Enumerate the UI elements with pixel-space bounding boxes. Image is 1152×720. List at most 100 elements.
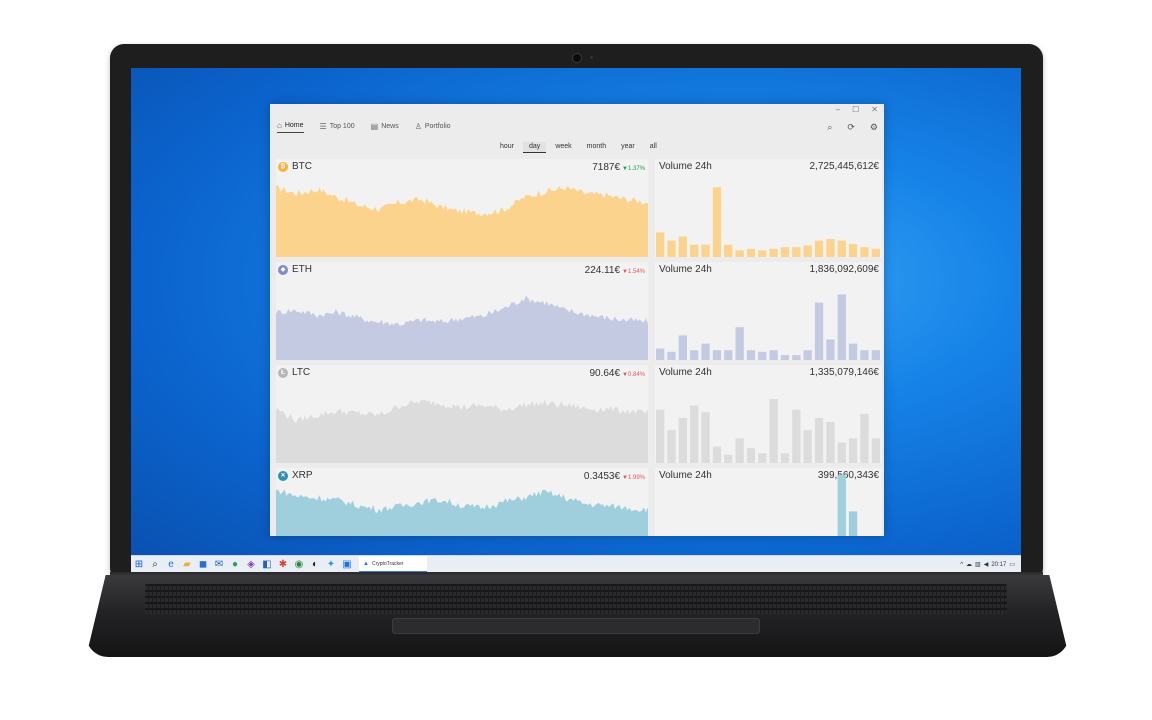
clock[interactable]: 20:17 bbox=[991, 561, 1007, 568]
xbox-icon[interactable]: ◉ bbox=[294, 559, 304, 570]
coin-row-btc[interactable]: ₿ BTC 7187€ ▼1.37% Volume 24h 2,725,445,… bbox=[276, 159, 882, 259]
volume-icon[interactable]: ◀ bbox=[983, 562, 989, 568]
paint-icon[interactable]: ✱ bbox=[278, 559, 288, 570]
price-card[interactable]: ₿ BTC 7187€ ▼1.37% bbox=[276, 159, 648, 257]
price-area-chart bbox=[276, 489, 648, 536]
volume-bar bbox=[769, 248, 778, 257]
coin-change: ▼1.54% bbox=[622, 269, 645, 275]
price-area-chart bbox=[276, 295, 648, 360]
vscode-icon[interactable]: ◈ bbox=[247, 559, 255, 570]
search-icon[interactable]: ⌕ bbox=[152, 559, 158, 570]
coin-row-ltc[interactable]: Ł LTC 90.64€ ▼0.84% Volume 24h 1,335,079… bbox=[276, 365, 882, 465]
coin-header: Ł LTC bbox=[278, 367, 310, 378]
litecoin-icon: Ł bbox=[278, 367, 288, 378]
volume-bar bbox=[814, 240, 824, 257]
price-card[interactable]: ◆ ETH 224.11€ ▼1.54% bbox=[276, 262, 648, 360]
photos-icon[interactable]: ● bbox=[231, 559, 239, 570]
coin-price-block: 0.3453€ ▼1.99% bbox=[584, 471, 645, 482]
price-card[interactable]: ✕ XRP 0.3453€ ▼1.99% bbox=[276, 468, 648, 536]
window-controls: – ☐ ✕ bbox=[836, 105, 878, 114]
tab-hour[interactable]: hour bbox=[500, 143, 515, 150]
close-button[interactable]: ✕ bbox=[871, 105, 878, 114]
search-icon[interactable]: ⌕ bbox=[827, 122, 833, 132]
tab-week[interactable]: week bbox=[555, 143, 572, 150]
coin-price-block: 224.11€ ▼1.54% bbox=[585, 265, 645, 276]
maximize-button[interactable]: ☐ bbox=[852, 105, 860, 114]
mail-icon[interactable]: ✉ bbox=[214, 559, 224, 570]
nav-home-label: Home bbox=[284, 122, 304, 129]
tab-all[interactable]: all bbox=[649, 143, 657, 150]
volume-card[interactable]: Volume 24h 2,725,445,612€ bbox=[655, 159, 882, 257]
steam-icon[interactable]: ◐ bbox=[311, 559, 319, 570]
volume-bar-chart bbox=[656, 399, 880, 463]
toolbar-actions: ⌕ ⟳ ⚙ bbox=[827, 122, 878, 133]
settings-icon[interactable]: ⚙ bbox=[869, 122, 878, 132]
price-area bbox=[276, 489, 648, 536]
nav-news-label: News bbox=[381, 122, 399, 130]
volume-bar bbox=[769, 350, 778, 360]
volume-card[interactable]: Volume 24h 1,836,092,609€ bbox=[655, 262, 882, 360]
touchpad bbox=[392, 618, 760, 634]
tab-day[interactable]: day bbox=[523, 142, 547, 153]
volume-bar bbox=[871, 350, 880, 360]
bitcoin-icon: ₿ bbox=[278, 161, 288, 172]
volume-bar-chart bbox=[837, 474, 858, 536]
volume-card[interactable]: Volume 24h 399,560,343€ bbox=[655, 468, 882, 536]
volume-bar bbox=[814, 417, 824, 463]
desktop-screen: – ☐ ✕ ⌂ Home ☰ Top 100 ▤ News ♙ Portfoli… bbox=[131, 68, 1021, 572]
volume-bar bbox=[712, 350, 722, 360]
refresh-icon[interactable]: ⟳ bbox=[847, 122, 855, 132]
notification-icon[interactable]: ▭ bbox=[1009, 562, 1015, 568]
coin-header: ✕ XRP bbox=[278, 470, 313, 481]
time-range-tabs: hour day week month year all bbox=[494, 142, 666, 153]
taskbar-active-app[interactable]: ▲ CryptoTracker bbox=[359, 556, 427, 572]
nav-top-100[interactable]: ☰ Top 100 bbox=[320, 121, 355, 133]
volume-bar bbox=[746, 350, 756, 360]
volume-bar bbox=[871, 438, 880, 463]
edge-icon[interactable]: e bbox=[168, 559, 174, 570]
volume-bar bbox=[712, 446, 722, 463]
volume-bar bbox=[780, 247, 790, 257]
minimize-button[interactable]: – bbox=[835, 105, 841, 114]
twitter-icon[interactable]: ✦ bbox=[326, 559, 336, 570]
volume-bar bbox=[690, 244, 699, 257]
tab-year[interactable]: year bbox=[621, 143, 635, 150]
price-card[interactable]: Ł LTC 90.64€ ▼0.84% bbox=[276, 365, 648, 463]
network-icon[interactable]: ▥ bbox=[975, 562, 981, 568]
cryptotracker-icon[interactable]: ▣ bbox=[342, 559, 352, 570]
cloud-icon[interactable]: ☁ bbox=[966, 562, 973, 568]
volume-bar-chart bbox=[656, 187, 880, 257]
coin-change: ▼0.84% bbox=[622, 372, 645, 378]
volume-bar bbox=[758, 453, 767, 463]
nav-news[interactable]: ▤ News bbox=[371, 121, 399, 133]
nav-portfolio[interactable]: ♙ Portfolio bbox=[415, 121, 451, 133]
volume-bar bbox=[690, 405, 699, 463]
tab-month[interactable]: month bbox=[586, 143, 607, 150]
volume-bar bbox=[826, 422, 835, 463]
volume-card[interactable]: Volume 24h 1,335,079,146€ bbox=[655, 365, 882, 463]
coin-price: 0.3453€ bbox=[583, 471, 621, 482]
office-icon[interactable]: ◧ bbox=[262, 559, 272, 570]
volume-bar bbox=[826, 239, 835, 257]
taskbar: ⊞ ⌕ e ▰ ◼ ✉ ● ◈ ◧ ✱ ◉ ◐ ✦ ▣ ▲ CryptoTrac… bbox=[131, 555, 1021, 572]
volume-bar bbox=[848, 243, 858, 257]
chevron-up-icon[interactable]: ^ bbox=[960, 561, 964, 568]
volume-label: Volume 24h bbox=[659, 367, 712, 378]
volume-bar bbox=[780, 355, 790, 360]
folder-icon[interactable]: ▰ bbox=[183, 559, 191, 570]
coin-row-xrp[interactable]: ✕ XRP 0.3453€ ▼1.99% Volume 24h 399,560,… bbox=[276, 468, 882, 536]
volume-bar bbox=[871, 248, 880, 257]
volume-bar bbox=[826, 339, 835, 360]
volume-bar bbox=[792, 409, 801, 463]
nav-home[interactable]: ⌂ Home bbox=[277, 121, 304, 133]
store-icon[interactable]: ◼ bbox=[198, 559, 208, 570]
volume-label: Volume 24h bbox=[659, 161, 712, 172]
nav-portfolio-label: Portfolio bbox=[424, 122, 451, 130]
volume-bar bbox=[758, 250, 767, 257]
volume-bar bbox=[848, 511, 858, 536]
windows-start-icon[interactable]: ⊞ bbox=[134, 559, 144, 570]
webcam-indicator bbox=[590, 56, 593, 59]
volume-bar bbox=[848, 438, 858, 463]
coin-row-eth[interactable]: ◆ ETH 224.11€ ▼1.54% Volume 24h 1,836,09… bbox=[276, 262, 882, 362]
volume-value: 1,836,092,609€ bbox=[809, 264, 879, 275]
